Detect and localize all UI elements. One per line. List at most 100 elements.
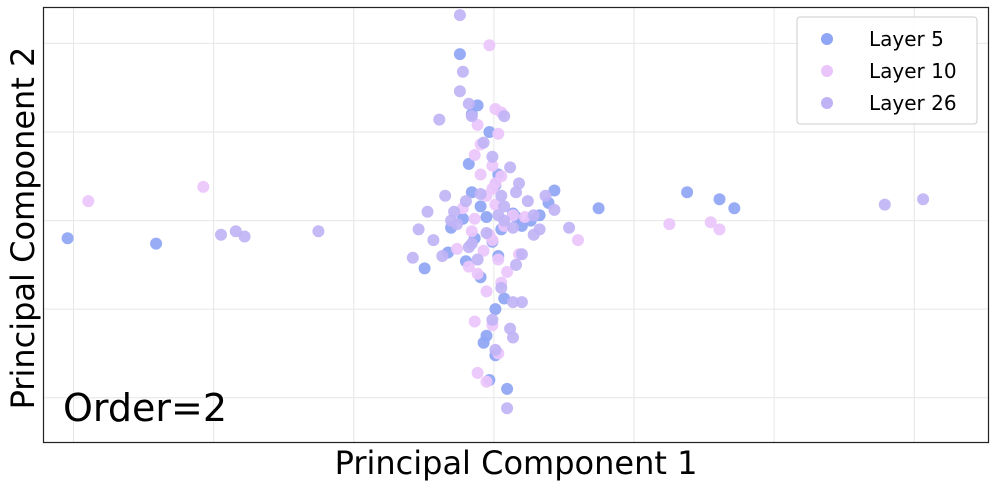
data-point [507, 296, 519, 309]
data-point [527, 228, 540, 241]
data-point [456, 65, 469, 78]
data-point [465, 110, 478, 123]
data-point [453, 9, 466, 22]
data-point [197, 180, 210, 193]
data-point [713, 223, 726, 236]
legend-marker [821, 33, 833, 45]
data-point [61, 232, 74, 245]
data-point [486, 313, 499, 326]
data-point [486, 150, 499, 163]
data-point [504, 161, 517, 174]
data-point [439, 189, 452, 202]
plot-frame [42, 6, 990, 444]
data-point [453, 48, 466, 61]
data-point [471, 118, 484, 131]
data-point [548, 203, 561, 216]
data-point [483, 39, 496, 52]
data-point [471, 366, 484, 379]
grid-lines [44, 8, 988, 442]
data-point [492, 253, 505, 266]
data-point [418, 262, 431, 275]
data-point [436, 250, 449, 262]
legend-label: Layer 10 [869, 59, 957, 83]
data-point [663, 218, 676, 231]
data-point [480, 227, 493, 239]
data-point [510, 258, 522, 271]
legend-label: Layer 26 [869, 91, 957, 115]
data-point [521, 195, 534, 208]
data-point [489, 343, 502, 356]
data-point [498, 214, 511, 227]
data-point [563, 221, 576, 234]
data-point [471, 267, 484, 280]
data-point [451, 242, 463, 255]
data-point [495, 189, 508, 202]
data-point [539, 189, 552, 202]
series-layer-5 [61, 48, 741, 395]
legend-box [796, 16, 978, 125]
data-point [501, 402, 514, 415]
data-point [489, 303, 502, 316]
data-point [462, 241, 475, 254]
data-point [82, 195, 95, 208]
data-point [713, 193, 726, 206]
data-points [61, 9, 930, 415]
data-point [477, 136, 490, 149]
data-point [704, 216, 717, 229]
legend-label: Layer 5 [869, 27, 944, 51]
data-point [495, 281, 508, 294]
series-layer-10 [82, 39, 726, 388]
data-point [480, 329, 493, 342]
data-point [515, 296, 528, 309]
data-point [681, 186, 694, 199]
y-axis-label: Principal Component 2 [4, 47, 42, 410]
data-point [515, 248, 528, 261]
data-point [480, 285, 493, 298]
legend-marker [821, 97, 833, 109]
data-point [453, 85, 466, 98]
x-axis-label: Principal Component 1 [335, 444, 698, 482]
data-point [465, 225, 478, 238]
data-point [468, 212, 481, 225]
data-point [917, 193, 930, 206]
data-point [501, 265, 514, 278]
data-point [592, 202, 605, 215]
data-point [474, 168, 487, 181]
order-annotation: Order=2 [63, 386, 227, 430]
data-point [312, 225, 325, 238]
data-point [468, 315, 481, 328]
data-point [501, 382, 514, 395]
data-point [507, 331, 519, 344]
data-point [427, 234, 440, 247]
data-point [421, 205, 434, 218]
data-point [462, 97, 475, 110]
data-point [510, 186, 522, 199]
data-point [480, 375, 493, 388]
data-point [150, 237, 163, 250]
data-point [507, 221, 519, 234]
series-layer-26 [215, 9, 930, 415]
data-point [215, 228, 227, 241]
data-point [229, 225, 242, 238]
data-point [498, 110, 511, 123]
data-point [474, 188, 487, 200]
data-point [238, 230, 251, 243]
data-point [486, 159, 499, 172]
data-point [728, 202, 741, 215]
data-point [878, 198, 891, 211]
legend-marker [821, 65, 833, 77]
data-point [480, 211, 493, 223]
data-point [471, 253, 484, 266]
data-point [433, 113, 446, 126]
data-point [468, 149, 481, 161]
data-point [492, 127, 505, 140]
data-point [483, 126, 496, 138]
legend: Layer 5 Layer 10 Layer 26 [796, 16, 978, 125]
data-point [474, 200, 487, 213]
data-point [445, 214, 458, 227]
data-point [462, 157, 475, 170]
data-point [462, 260, 475, 273]
data-point [548, 184, 561, 197]
data-point [572, 234, 584, 247]
